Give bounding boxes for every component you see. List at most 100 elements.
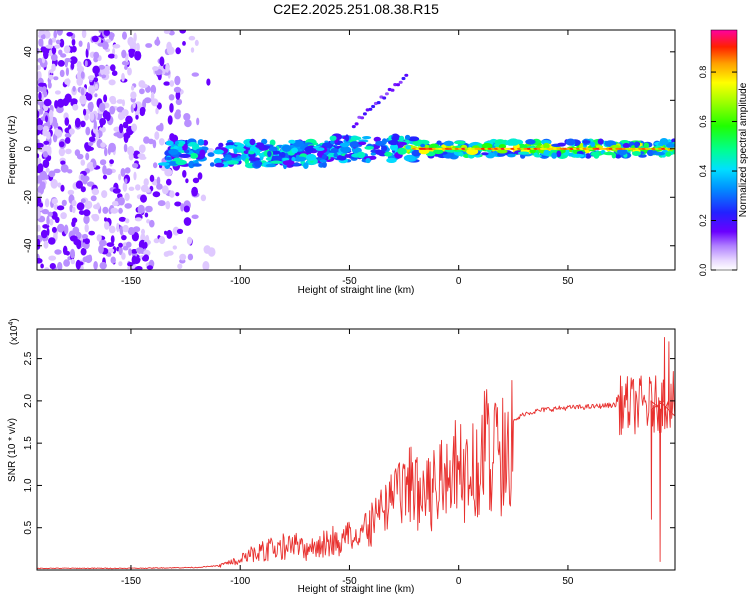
colorbar-label: Normalized spectral amplitude <box>738 82 749 217</box>
noise-blob <box>65 148 72 155</box>
noise-blob <box>172 226 180 236</box>
noise-blob <box>104 221 110 230</box>
snr-frame <box>36 328 676 571</box>
noise-blob <box>127 67 132 76</box>
streak-blob <box>390 88 395 92</box>
noise-blob <box>166 46 175 55</box>
noise-blob <box>64 132 72 138</box>
band-blob <box>390 143 398 151</box>
noise-blob <box>175 98 183 106</box>
noise-blob <box>169 190 175 198</box>
band-blob <box>375 140 384 146</box>
band-blob <box>288 139 296 144</box>
noise-blob <box>37 128 41 136</box>
band-blob <box>157 162 170 166</box>
band-blob <box>254 160 262 168</box>
noise-blob <box>141 228 145 235</box>
noise-blob <box>60 160 66 165</box>
band-blob <box>184 149 190 154</box>
noise-blob <box>56 30 63 36</box>
noise-blob <box>43 98 52 107</box>
band-blob <box>218 142 224 148</box>
noise-blob <box>158 236 166 245</box>
noise-blob <box>98 244 104 254</box>
noise-blob <box>110 256 116 264</box>
noise-blob <box>89 112 95 121</box>
noise-blob <box>39 108 44 115</box>
noise-blob <box>156 183 163 190</box>
noise-blob <box>64 137 71 144</box>
noise-blob <box>116 99 124 104</box>
x-tick-label: -100 <box>230 576 250 587</box>
noise-blob <box>76 202 85 211</box>
y-tick-label: 1.0 <box>23 478 34 492</box>
band-blob <box>659 138 669 145</box>
noise-blob <box>123 133 129 144</box>
noise-blob <box>53 76 59 81</box>
noise-blob <box>45 145 52 152</box>
noise-blob <box>51 198 58 205</box>
band-blob <box>358 141 367 146</box>
noise-blob <box>168 94 175 101</box>
x-tick-label: -150 <box>121 276 141 287</box>
noise-blob <box>100 142 106 148</box>
streak-blob <box>351 125 356 129</box>
noise-blob <box>99 239 107 247</box>
noise-blob <box>80 159 86 166</box>
noise-blob <box>80 186 86 193</box>
noise-blob <box>84 200 93 210</box>
noise-blob <box>192 177 200 184</box>
noise-blob <box>118 242 123 248</box>
noise-blob <box>48 74 54 80</box>
noise-blob <box>152 66 159 71</box>
band-blob <box>362 136 372 140</box>
noise-blob <box>105 168 113 176</box>
noise-blob <box>60 53 67 58</box>
band-blob <box>370 152 377 156</box>
noise-blob <box>200 194 207 202</box>
band-blob <box>225 145 236 149</box>
noise-blob <box>41 208 49 215</box>
noise-blob <box>59 141 65 148</box>
noise-blob <box>74 117 81 128</box>
x-tick-label: 0 <box>456 276 462 287</box>
noise-blob <box>37 163 44 173</box>
noise-blob <box>182 41 186 46</box>
y-tick-label: -20 <box>23 190 34 205</box>
noise-blob <box>159 122 164 132</box>
streak-blob <box>393 83 398 87</box>
noise-blob <box>64 117 70 126</box>
band-blob <box>403 154 416 162</box>
band-blob <box>534 154 542 158</box>
noise-blob <box>95 131 99 141</box>
band-blob <box>174 141 179 145</box>
y-tick-label: 40 <box>23 46 34 58</box>
noise-blob <box>136 42 140 52</box>
noise-blob <box>38 38 43 47</box>
y-tick-label: 2.0 <box>23 393 34 407</box>
noise-blob <box>99 118 106 126</box>
band-blob <box>267 150 272 158</box>
noise-blob <box>50 179 58 189</box>
band-blob <box>258 142 264 149</box>
noise-blob <box>196 117 200 126</box>
noise-blob <box>83 215 90 225</box>
noise-blob <box>49 113 53 124</box>
snr-y-ticks: 0.5 1.0 1.5 2.0 2.5 <box>23 351 675 535</box>
noise-blob <box>42 159 50 169</box>
streak-blob <box>384 92 389 96</box>
noise-blob <box>70 98 78 105</box>
snr-y-axis-label: SNR (10 * v/v) <box>7 418 18 482</box>
noise-blob <box>124 203 132 209</box>
noise-blob <box>54 100 59 109</box>
band-blob <box>572 153 585 158</box>
noise-blob <box>123 143 128 153</box>
noise-blob <box>179 253 187 261</box>
band-blob <box>268 146 278 152</box>
noise-blob <box>55 39 61 45</box>
noise-blob <box>85 48 89 58</box>
noise-blob <box>124 65 128 70</box>
noise-blob <box>51 45 57 55</box>
noise-blob <box>54 44 61 49</box>
